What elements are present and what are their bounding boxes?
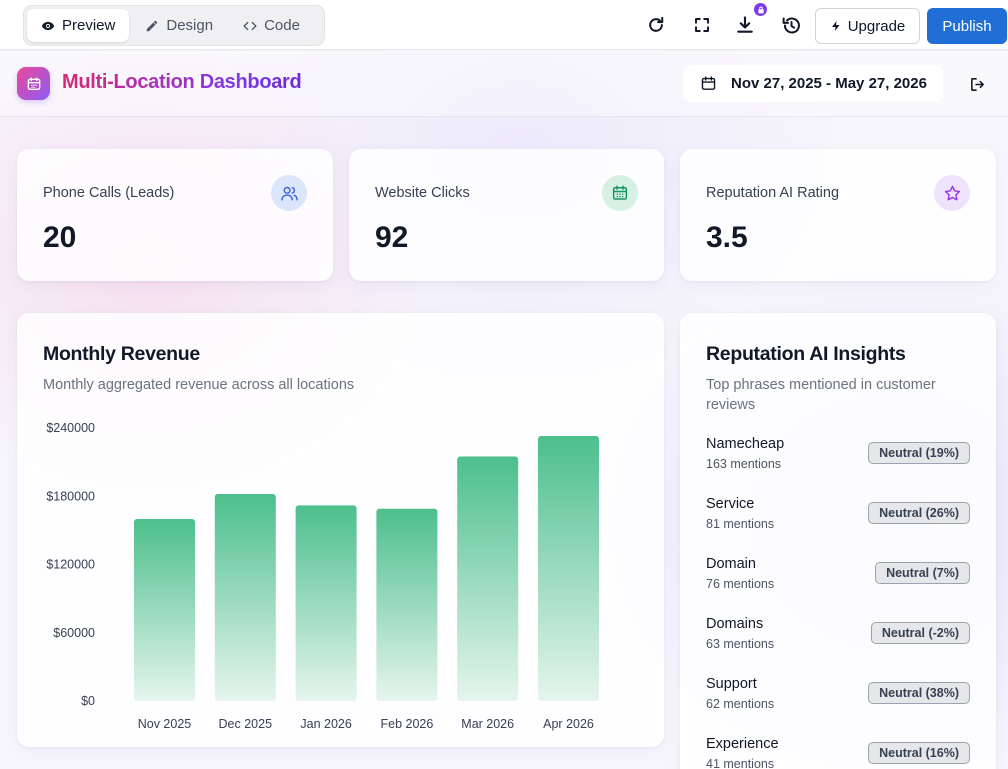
kpi-card-website-clicks: Website Clicks 92: [349, 149, 664, 281]
x-tick-label: Apr 2026: [543, 717, 594, 731]
publish-label: Publish: [942, 17, 992, 35]
page-title: Multi-Location Dashboard: [62, 71, 302, 93]
kpi-value: 92: [375, 221, 409, 254]
sentiment-badge: Neutral (16%): [868, 742, 970, 764]
kpi-value: 3.5: [706, 221, 748, 254]
chart-title: Monthly Revenue: [43, 343, 200, 365]
insight-item: Domain 76 mentions Neutral (7%): [706, 556, 970, 596]
revenue-bar-chart: $0 $60000 $120000 $180000 $240000 Nov 2025 De…: [46, 421, 599, 731]
logout-button[interactable]: [966, 73, 988, 95]
star-icon: [934, 175, 970, 211]
x-tick-label: Feb 2026: [380, 717, 433, 731]
insight-phrase: Support: [706, 676, 757, 692]
insight-item: Domains 63 mentions Neutral (-2%): [706, 616, 970, 656]
tab-label: Design: [166, 17, 214, 34]
x-tick-label: Dec 2025: [219, 717, 273, 731]
y-tick-label: $0: [81, 694, 95, 708]
kpi-value: 20: [43, 221, 77, 254]
calendar-logo-icon: [17, 67, 50, 100]
users-icon: [271, 175, 307, 211]
kpi-card-phone-calls: Phone Calls (Leads) 20: [17, 149, 333, 281]
dashboard-header: Multi-Location Dashboard Nov 27, 2025 - …: [0, 51, 1008, 117]
kpi-label: Phone Calls (Leads): [43, 185, 175, 201]
bolt-icon: [831, 21, 840, 31]
y-tick-label: $180000: [46, 489, 95, 503]
insight-item: Service 81 mentions Neutral (26%): [706, 496, 970, 536]
insight-phrase: Service: [706, 496, 755, 512]
sentiment-badge: Neutral (26%): [868, 502, 970, 524]
history-button[interactable]: [778, 12, 804, 38]
calendar-icon: [602, 175, 638, 211]
revenue-bar[interactable]: [457, 456, 519, 701]
sentiment-badge: Neutral (19%): [868, 442, 970, 464]
editor-toolbar: Preview Design Code Upgrade Publish: [0, 0, 1008, 50]
insight-item: Namecheap 163 mentions Neutral (19%): [706, 436, 970, 476]
insights-subtitle-line2: reviews: [706, 397, 756, 413]
mode-tabs: Preview Design Code: [23, 5, 325, 46]
x-tick-label: Jan 2026: [300, 717, 351, 731]
lock-icon: [754, 3, 767, 16]
fullscreen-button[interactable]: [689, 12, 715, 38]
sentiment-badge: Neutral (38%): [868, 682, 970, 704]
insight-item: Experience 41 mentions Neutral (16%): [706, 736, 970, 769]
download-icon: [737, 16, 753, 33]
refresh-icon: [649, 16, 664, 32]
tab-preview[interactable]: Preview: [27, 9, 130, 42]
download-button[interactable]: [732, 12, 758, 38]
history-icon: [782, 16, 800, 34]
insights-subtitle: Top phrases mentioned in customer review…: [706, 375, 936, 415]
insight-phrase: Namecheap: [706, 436, 785, 452]
code-icon: [243, 19, 257, 33]
revenue-bar[interactable]: [295, 505, 357, 701]
sentiment-badge: Neutral (7%): [875, 562, 970, 584]
insight-mentions: 163 mentions: [706, 457, 782, 471]
chart-subtitle: Monthly aggregated revenue across all lo…: [43, 377, 355, 393]
insight-mentions: 81 mentions: [706, 517, 775, 531]
date-range-picker[interactable]: Nov 27, 2025 - May 27, 2026: [683, 65, 943, 102]
reputation-insights-card: Reputation AI Insights Top phrases menti…: [680, 313, 996, 769]
tab-label: Preview: [62, 17, 116, 34]
kpi-label: Website Clicks: [375, 185, 470, 201]
upgrade-label: Upgrade: [847, 17, 906, 35]
y-tick-label: $120000: [46, 558, 95, 572]
x-tick-label: Mar 2026: [461, 717, 514, 731]
revenue-bar[interactable]: [376, 508, 438, 701]
fullscreen-icon: [695, 18, 709, 32]
eye-icon: [41, 19, 55, 33]
insight-mentions: 76 mentions: [706, 577, 775, 591]
insight-mentions: 63 mentions: [706, 637, 775, 651]
x-tick-label: Nov 2025: [138, 717, 192, 731]
calendar-icon: [701, 76, 716, 90]
tab-code[interactable]: Code: [229, 9, 314, 42]
insight-phrase: Domain: [706, 556, 756, 572]
y-tick-label: $240000: [46, 421, 95, 435]
insights-title: Reputation AI Insights: [706, 343, 906, 365]
refresh-button[interactable]: [643, 12, 669, 38]
tab-design[interactable]: Design: [131, 9, 227, 42]
insight-phrase: Experience: [706, 736, 779, 752]
insights-subtitle-line1: Top phrases mentioned in customer: [706, 377, 936, 393]
kpi-label: Reputation AI Rating: [706, 185, 840, 201]
revenue-bar[interactable]: [134, 519, 195, 701]
date-range-label: Nov 27, 2025 - May 27, 2026: [731, 75, 927, 92]
insight-phrase: Domains: [706, 616, 764, 632]
monthly-revenue-card: Monthly Revenue Monthly aggregated reven…: [17, 313, 664, 747]
logout-icon: [970, 77, 984, 91]
upgrade-button[interactable]: Upgrade: [815, 8, 920, 44]
revenue-bar[interactable]: [538, 435, 599, 701]
insight-mentions: 41 mentions: [706, 757, 775, 769]
sentiment-badge: Neutral (-2%): [870, 622, 970, 644]
dashboard-canvas: Multi-Location Dashboard Nov 27, 2025 - …: [0, 51, 1008, 769]
tab-label: Code: [264, 17, 300, 34]
publish-button[interactable]: Publish: [927, 8, 1007, 44]
pencil-icon: [145, 19, 159, 33]
y-tick-label: $60000: [53, 626, 95, 640]
insight-mentions: 62 mentions: [706, 697, 775, 711]
insight-item: Support 62 mentions Neutral (38%): [706, 676, 970, 716]
revenue-bar[interactable]: [214, 493, 276, 701]
kpi-card-reputation-rating: Reputation AI Rating 3.5: [680, 149, 996, 281]
